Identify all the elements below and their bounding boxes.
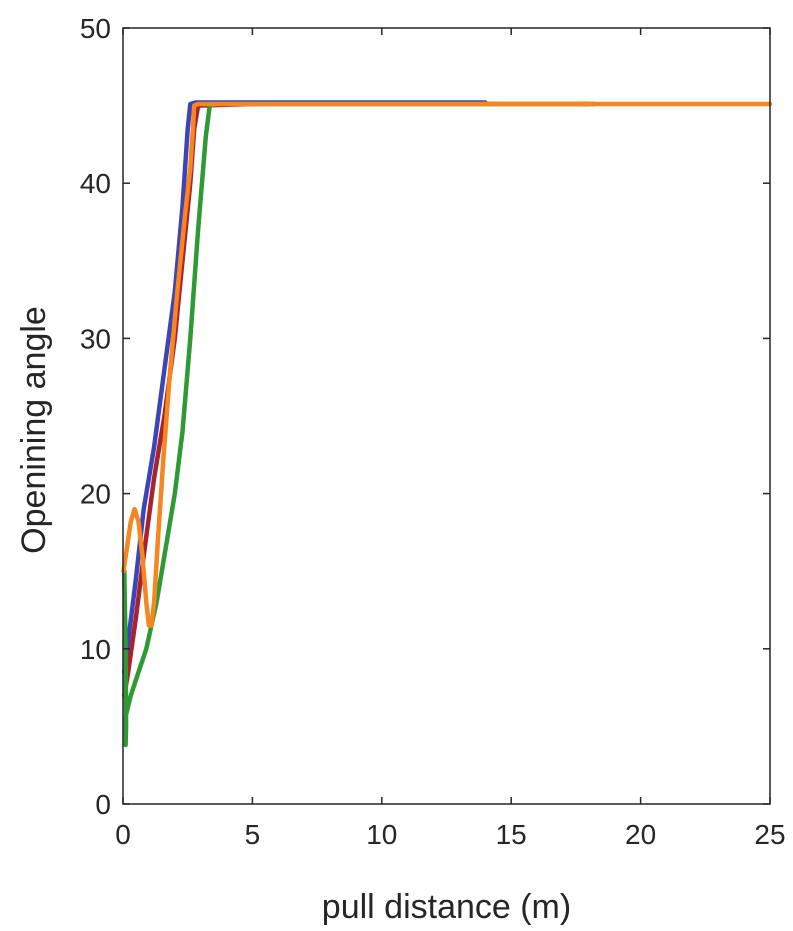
plot-background: [123, 28, 770, 804]
y-tick-label: 20: [80, 479, 111, 510]
x-tick-label: 25: [754, 819, 785, 850]
y-axis-label: Openining angle: [15, 306, 53, 554]
x-axis-label: pull distance (m): [322, 888, 571, 926]
y-tick-label: 0: [95, 789, 111, 820]
plot-area: [121, 27, 773, 805]
axes-box: [122, 27, 771, 805]
series-line-4: [121, 101, 773, 628]
series-layer: [121, 100, 773, 748]
x-tick-label: 20: [625, 819, 656, 850]
x-tick-label: 10: [366, 819, 397, 850]
y-tick-label: 30: [80, 323, 111, 354]
y-tick-label: 40: [80, 168, 111, 199]
y-tick-labels: 0 10 20 30 40 50: [80, 13, 111, 820]
x-tick-label: 5: [245, 819, 261, 850]
x-tick-label: 15: [496, 819, 527, 850]
x-tick-labels: 0 5 10 15 20 25: [115, 819, 785, 850]
x-tick-label: 0: [115, 819, 131, 850]
y-tick-label: 50: [80, 13, 111, 44]
y-tick-label: 10: [80, 634, 111, 665]
